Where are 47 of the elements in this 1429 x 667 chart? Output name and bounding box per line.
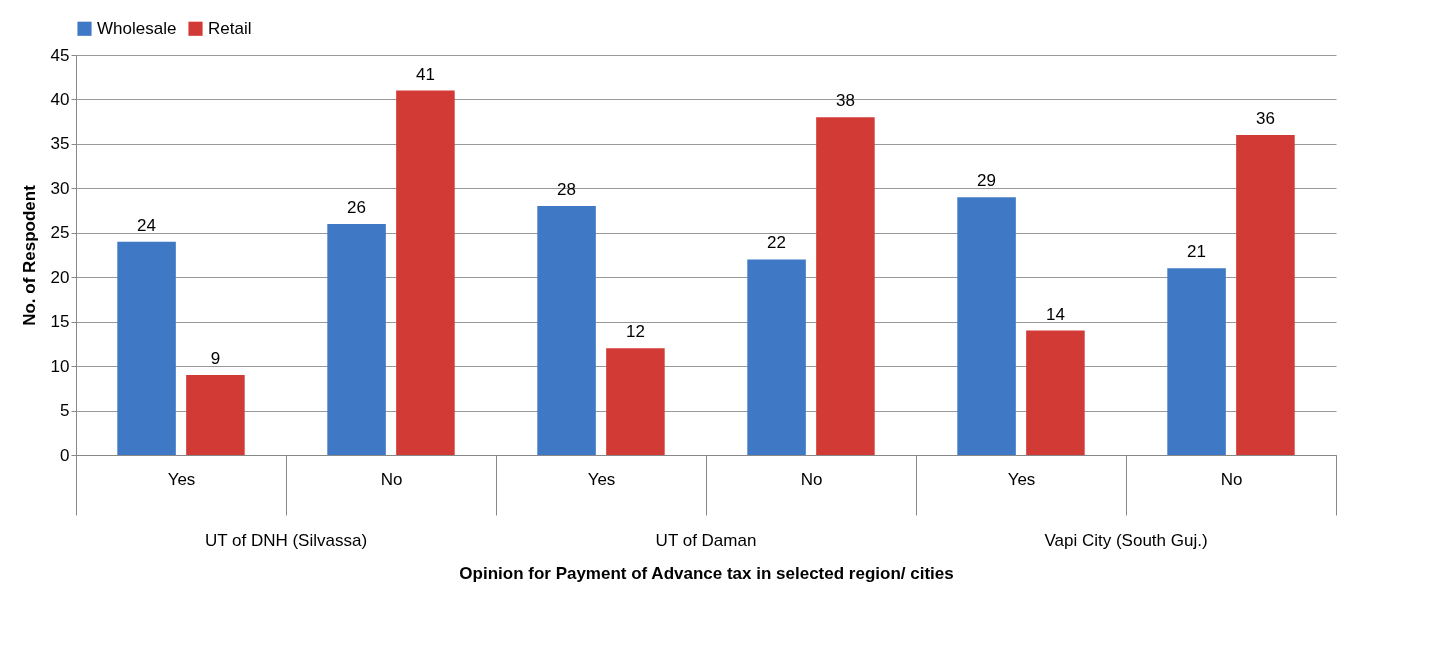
data-label: 36 <box>1255 109 1275 128</box>
y-tick-label: 10 <box>50 356 70 376</box>
y-tick-label: 0 <box>60 445 70 465</box>
bar <box>396 90 455 455</box>
y-tick-label: 35 <box>50 134 70 154</box>
x-tick-label: Yes <box>587 469 616 489</box>
data-label: 38 <box>835 91 855 111</box>
bar <box>816 117 875 455</box>
y-tick-label: 30 <box>50 178 70 198</box>
legend-label: Retail <box>208 18 252 38</box>
bar <box>747 259 806 455</box>
data-label: 26 <box>347 197 367 217</box>
x-tick-label: No <box>800 469 823 489</box>
x-axis-title: Opinion for Payment of Advance tax in selected region/ cities <box>459 564 954 583</box>
text: Vapi City (South Guj.) <box>1044 531 1208 550</box>
data-label: 41 <box>415 64 435 84</box>
bar <box>327 223 386 455</box>
data-label: 21 <box>1187 242 1207 262</box>
bar <box>537 206 596 455</box>
data-label: 14 <box>1045 304 1065 324</box>
y-tick-label: 45 <box>50 45 70 65</box>
bar <box>186 375 245 455</box>
bar <box>606 348 665 455</box>
y-tick-label: 5 <box>60 401 70 421</box>
data-label: 24 <box>137 215 157 235</box>
legend-label: Wholesale <box>97 18 177 38</box>
bar <box>1026 330 1085 455</box>
y-tick-label: 20 <box>50 267 70 287</box>
data-label: 29 <box>977 171 997 191</box>
x-tick-label: Yes <box>1007 469 1036 489</box>
x-tick-label: No <box>1220 469 1243 489</box>
bar <box>957 197 1016 455</box>
x-tick-label: No <box>380 469 403 489</box>
y-axis-title: No. of Respodent <box>19 184 39 326</box>
data-label: 9 <box>210 349 221 368</box>
data-label: 22 <box>767 233 787 253</box>
text: UT of Daman <box>655 531 757 550</box>
data-label: 12 <box>625 322 645 342</box>
y-tick-label: 40 <box>50 89 70 109</box>
text: UT of DNH (Silvassa) <box>204 531 368 550</box>
data-label: 28 <box>557 180 577 200</box>
bar <box>1167 268 1226 455</box>
y-tick-label: 25 <box>50 223 70 243</box>
y-tick-label: 15 <box>50 312 70 332</box>
bar <box>117 241 176 455</box>
x-tick-label: Yes <box>167 469 196 489</box>
bar <box>1236 135 1295 455</box>
